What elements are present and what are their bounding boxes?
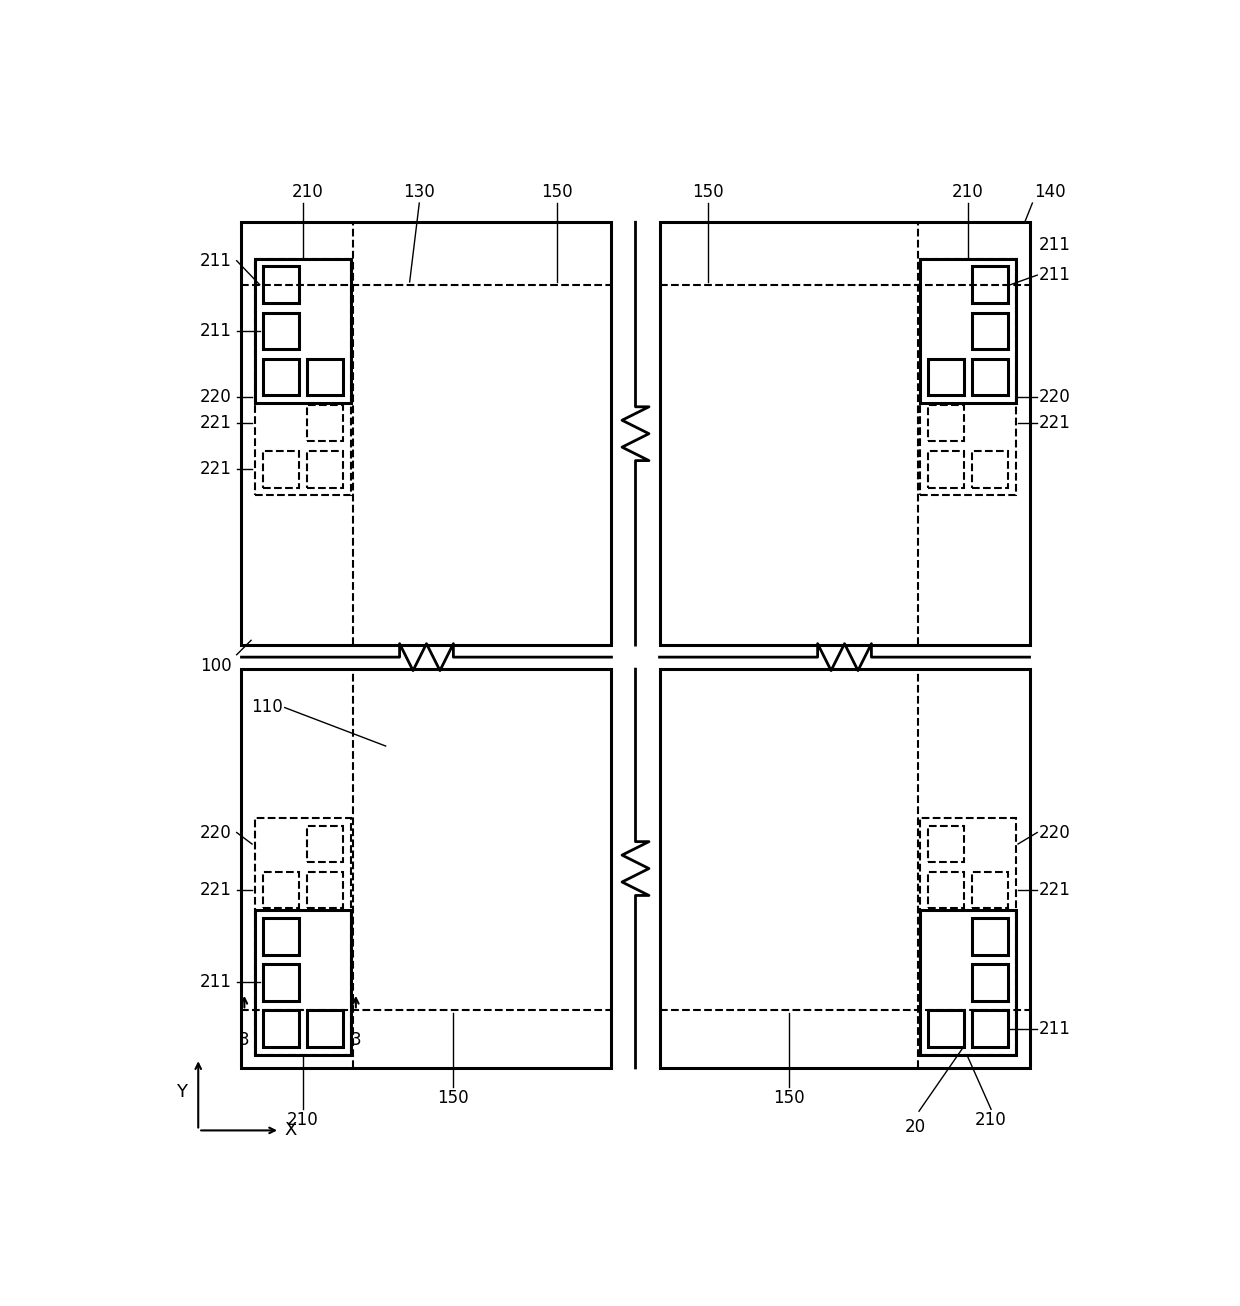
Text: 150: 150 [541, 183, 573, 201]
Bar [928, 451, 965, 487]
Text: Y: Y [176, 1083, 187, 1101]
Text: 211: 211 [200, 321, 232, 340]
Text: 211: 211 [200, 252, 232, 270]
Text: 220: 220 [1039, 824, 1071, 841]
Text: 221: 221 [1039, 882, 1071, 899]
Text: 20: 20 [905, 1118, 926, 1136]
Bar [972, 312, 1008, 349]
Bar [263, 312, 299, 349]
Bar [972, 964, 1008, 1000]
Bar [263, 918, 299, 955]
Bar [255, 818, 351, 1054]
Text: 150: 150 [436, 1089, 469, 1107]
Bar [920, 259, 1016, 404]
Bar [972, 1011, 1008, 1047]
Bar [972, 359, 1008, 396]
Bar [263, 359, 299, 396]
Text: 210: 210 [975, 1111, 1007, 1130]
Text: 221: 221 [200, 460, 232, 478]
Text: 220: 220 [200, 824, 232, 841]
Bar [263, 451, 299, 487]
Bar [306, 405, 343, 441]
Bar [920, 259, 1016, 495]
Bar [928, 872, 965, 909]
Bar [972, 872, 1008, 909]
Text: 221: 221 [200, 414, 232, 432]
Bar [928, 825, 965, 862]
Text: 221: 221 [1039, 414, 1071, 432]
Text: 210: 210 [291, 183, 324, 201]
Bar [920, 910, 1016, 1054]
Text: 140: 140 [1034, 183, 1066, 201]
Bar [255, 259, 351, 404]
Bar [263, 872, 299, 909]
Bar [255, 910, 351, 1054]
Text: 211: 211 [200, 973, 232, 991]
Bar [928, 1011, 965, 1047]
Text: 100: 100 [200, 657, 232, 675]
Bar [972, 451, 1008, 487]
Bar [660, 669, 1029, 1068]
Text: 110: 110 [250, 697, 283, 716]
Bar [306, 825, 343, 862]
Text: 3: 3 [239, 1032, 249, 1050]
Bar [306, 1011, 343, 1047]
Text: 150: 150 [692, 183, 723, 201]
Bar [660, 222, 1029, 645]
Bar [928, 405, 965, 441]
Text: 211: 211 [1039, 266, 1071, 285]
Bar [242, 669, 611, 1068]
Text: 150: 150 [774, 1089, 805, 1107]
Bar [972, 266, 1008, 303]
Text: 211: 211 [1039, 236, 1071, 253]
Text: 210: 210 [952, 183, 983, 201]
Bar [255, 259, 351, 495]
Text: 211: 211 [1039, 1020, 1071, 1037]
Bar [972, 918, 1008, 955]
Text: 130: 130 [403, 183, 435, 201]
Text: X: X [285, 1122, 298, 1139]
Text: 220: 220 [200, 388, 232, 406]
Bar [263, 1011, 299, 1047]
Bar [920, 818, 1016, 1054]
Text: 220: 220 [1039, 388, 1071, 406]
Bar [242, 222, 611, 645]
Bar [263, 964, 299, 1000]
Text: 3: 3 [351, 1032, 361, 1050]
Bar [306, 451, 343, 487]
Bar [263, 266, 299, 303]
Text: 210: 210 [288, 1111, 319, 1130]
Bar [306, 359, 343, 396]
Bar [928, 359, 965, 396]
Text: 221: 221 [200, 882, 232, 899]
Bar [306, 872, 343, 909]
